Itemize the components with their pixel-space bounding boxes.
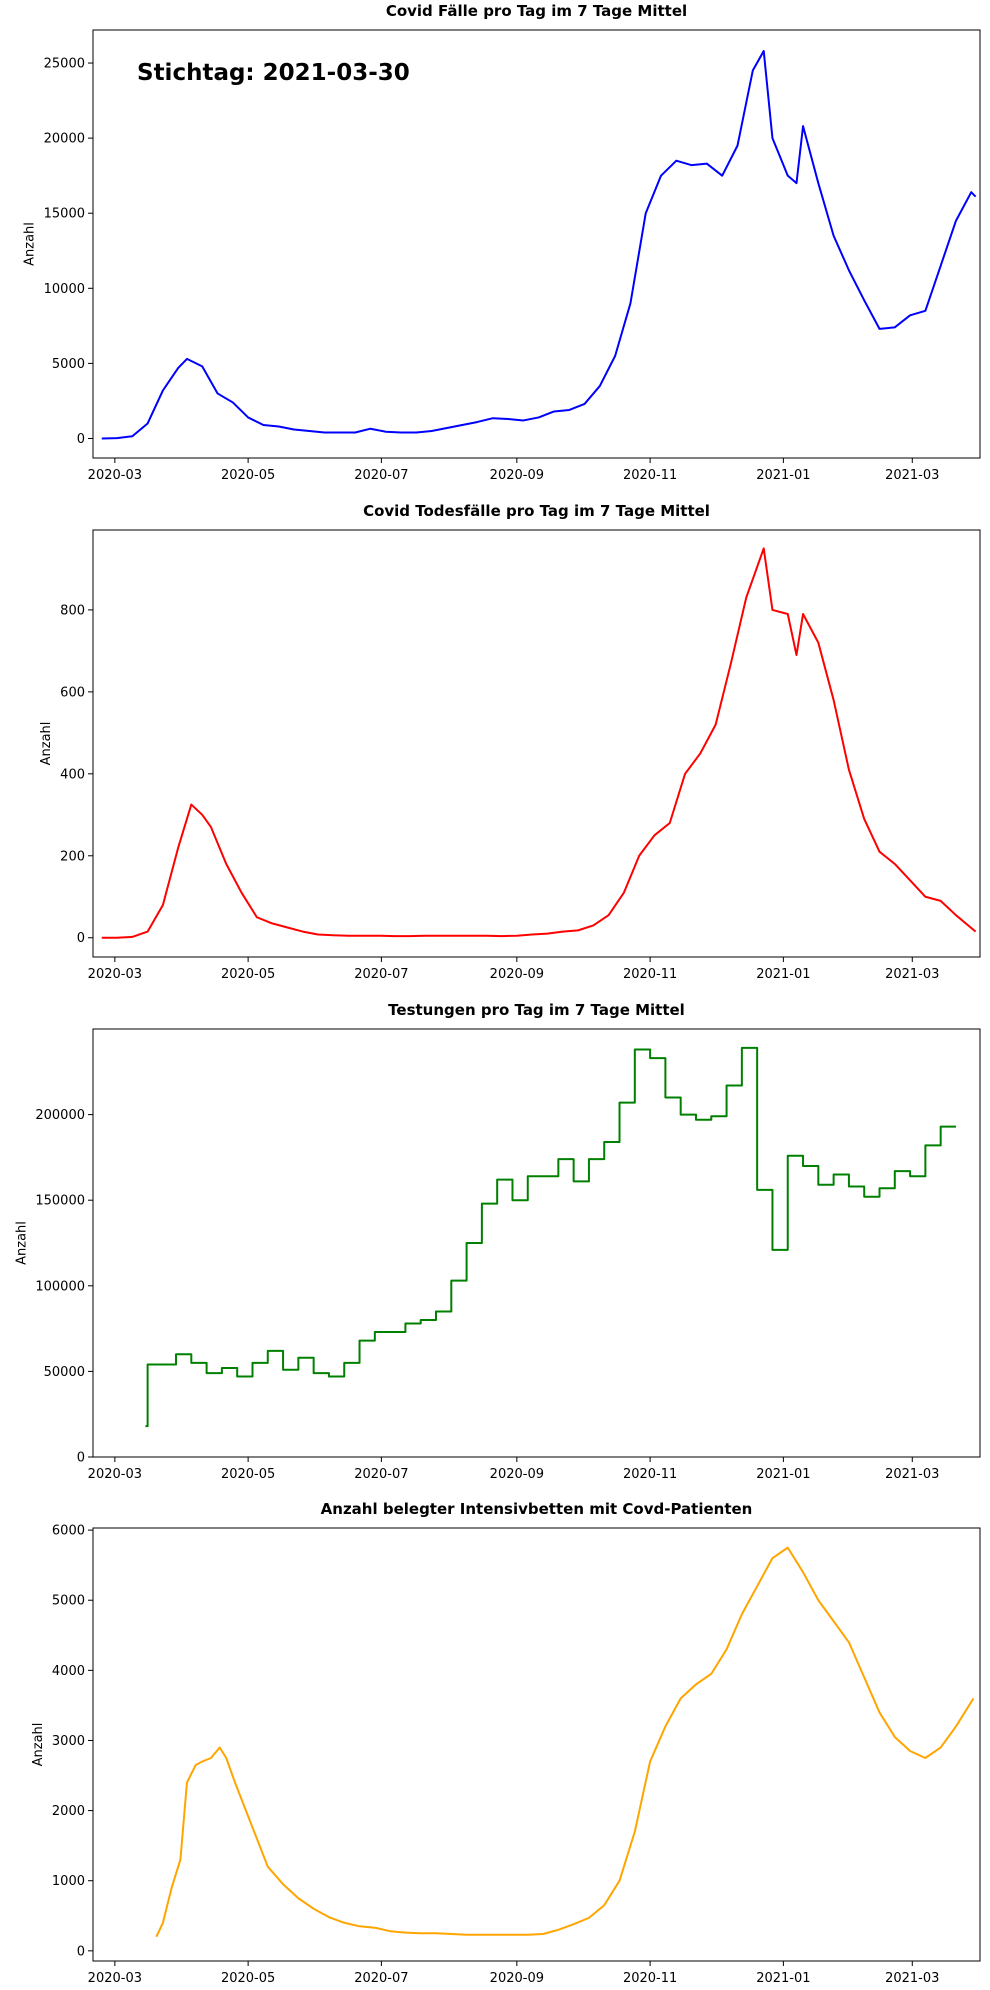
y-tick-label: 1000 (52, 1874, 85, 1889)
panel: Covid Fälle pro Tag im 7 Tage Mittel 0 500… (23, 2, 981, 483)
y-tick-label: 0 (77, 1944, 85, 1959)
panel: Anzahl belegter Intensivbetten mit Covd-… (31, 1500, 981, 1986)
y-tick-label: 150000 (35, 1194, 85, 1209)
y-axis-label: Anzahl (39, 722, 54, 766)
x-tick-label: 2020-05 (221, 1971, 275, 1986)
x-tick-label: 2020-09 (490, 1467, 544, 1482)
y-tick-label: 5000 (52, 357, 85, 372)
panel: Covid Todesfälle pro Tag im 7 Tage Mitte… (39, 502, 981, 982)
x-tick-label: 2021-03 (885, 967, 939, 982)
plot-frame (92, 1028, 981, 1458)
x-tick-label: 2021-01 (756, 468, 810, 483)
y-tick-label: 20000 (44, 132, 85, 147)
y-tick-label: 6000 (52, 1524, 85, 1539)
x-tick-label: 2020-11 (623, 1971, 677, 1986)
y-tick-label: 400 (60, 767, 85, 782)
y-tick-label: 3000 (52, 1734, 85, 1749)
x-tick-label: 2020-07 (354, 1971, 408, 1986)
x-tick-label: 2021-01 (756, 1467, 810, 1482)
x-tick-label: 2020-03 (88, 1971, 142, 1986)
y-tick-label: 200 (60, 849, 85, 864)
x-tick-label: 2020-05 (221, 967, 275, 982)
y-tick-label: 10000 (44, 282, 85, 297)
x-tick-label: 2020-07 (354, 1467, 408, 1482)
y-axis-label: Anzahl (31, 1723, 46, 1767)
x-tick-label: 2020-03 (88, 1467, 142, 1482)
x-tick-label: 2021-03 (885, 1467, 939, 1482)
chart-title: Covid Todesfälle pro Tag im 7 Tage Mitte… (363, 502, 710, 520)
y-tick-label: 0 (77, 1451, 85, 1466)
data-line (101, 547, 977, 939)
chart-title: Anzahl belegter Intensivbetten mit Covd-… (321, 1500, 753, 1518)
x-tick-label: 2020-05 (221, 1467, 275, 1482)
y-tick-label: 0 (77, 931, 85, 946)
x-tick-label: 2020-07 (354, 967, 408, 982)
y-axis-label: Anzahl (23, 222, 38, 266)
y-tick-label: 25000 (44, 57, 85, 72)
y-tick-label: 15000 (44, 207, 85, 222)
x-tick-label: 2020-11 (623, 1467, 677, 1482)
y-tick-label: 600 (60, 685, 85, 700)
y-axis-label: Anzahl (14, 1221, 29, 1265)
plot-frame (92, 29, 981, 459)
chart-title: Covid Fälle pro Tag im 7 Tage Mittel (386, 2, 687, 20)
x-tick-label: 2020-05 (221, 468, 275, 483)
panel: Testungen pro Tag im 7 Tage Mittel 0 50000… (14, 1001, 981, 1482)
y-tick-label: 4000 (52, 1664, 85, 1679)
x-tick-label: 2020-09 (490, 967, 544, 982)
x-tick-label: 2020-09 (490, 468, 544, 483)
chart-title: Testungen pro Tag im 7 Tage Mittel (388, 1001, 685, 1019)
plot-frame (92, 529, 981, 958)
y-tick-label: 50000 (44, 1365, 85, 1380)
x-tick-label: 2021-01 (756, 1971, 810, 1986)
x-tick-label: 2020-03 (88, 967, 142, 982)
y-tick-label: 800 (60, 603, 85, 618)
x-tick-label: 2020-09 (490, 1971, 544, 1986)
y-tick-label: 2000 (52, 1804, 85, 1819)
x-tick-label: 2021-03 (885, 468, 939, 483)
y-tick-label: 5000 (52, 1594, 85, 1609)
data-line (101, 50, 977, 440)
plot-frame (92, 1527, 981, 1962)
y-tick-label: 200000 (35, 1108, 85, 1123)
annotation: Stichtag: 2021-03-30 (137, 60, 410, 86)
x-tick-label: 2021-01 (756, 967, 810, 982)
x-tick-label: 2020-03 (88, 468, 142, 483)
x-tick-label: 2020-11 (623, 967, 677, 982)
x-tick-label: 2020-07 (354, 468, 408, 483)
y-tick-label: 100000 (35, 1279, 85, 1294)
data-line (155, 1546, 975, 1938)
data-line (145, 1046, 956, 1428)
x-tick-label: 2020-11 (623, 468, 677, 483)
x-tick-label: 2021-03 (885, 1971, 939, 1986)
y-tick-label: 0 (77, 432, 85, 447)
